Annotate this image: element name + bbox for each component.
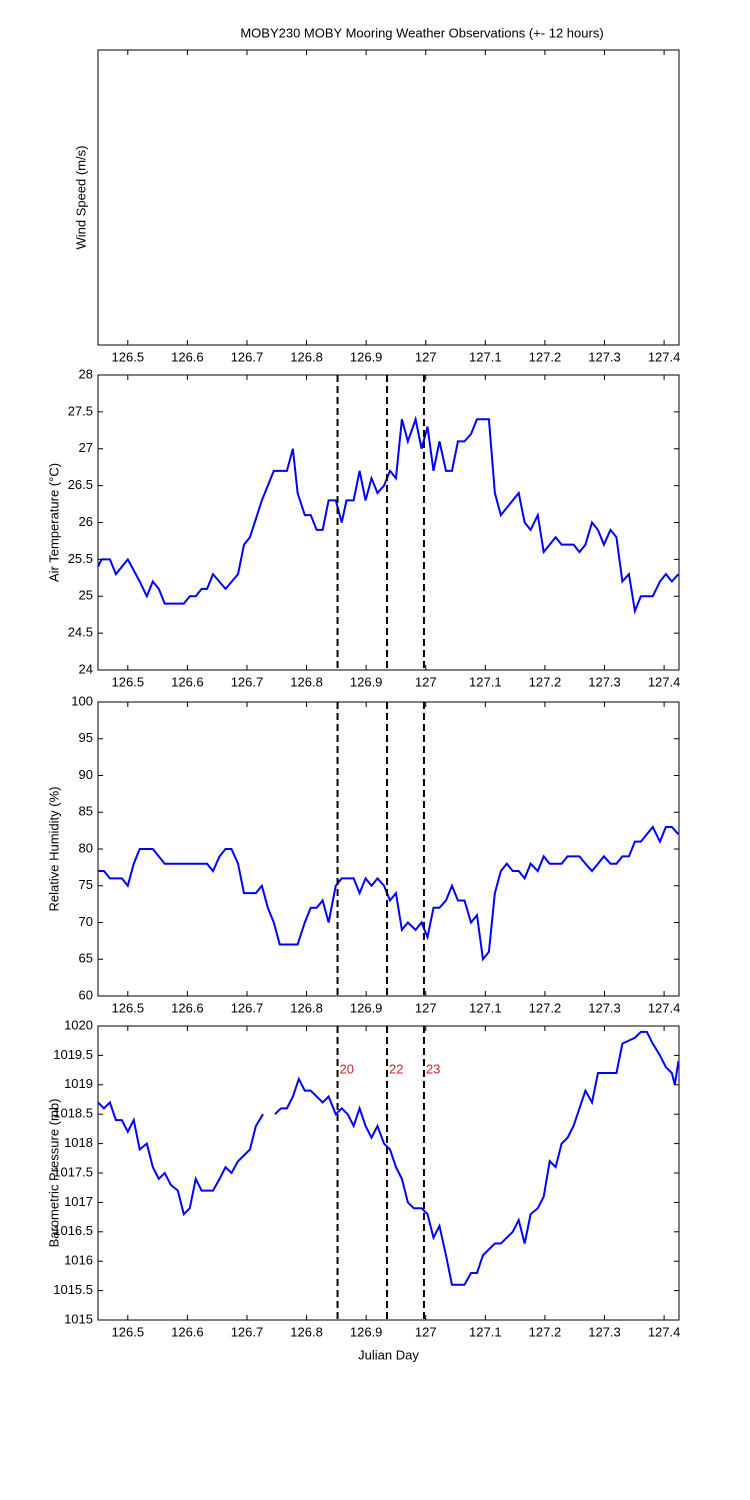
x-tick-label: 127 bbox=[415, 674, 437, 689]
x-tick-label: 126.8 bbox=[290, 674, 323, 689]
y-axis-label: Relative Humidity (%) bbox=[46, 787, 61, 912]
y-tick-label: 60 bbox=[79, 987, 93, 1002]
x-tick-label: 127.3 bbox=[588, 349, 621, 364]
data-line bbox=[98, 825, 680, 962]
x-tick-label: 127.1 bbox=[469, 1324, 502, 1339]
y-tick-label: 65 bbox=[79, 951, 93, 966]
y-tick-label: 1019 bbox=[64, 1076, 93, 1091]
x-tick-label: 127.2 bbox=[529, 349, 562, 364]
y-tick-label: 1018 bbox=[64, 1135, 93, 1150]
y-tick-label: 1016 bbox=[64, 1253, 93, 1268]
x-tick-label: 127.3 bbox=[588, 1000, 621, 1015]
y-tick-label: 1017.5 bbox=[53, 1164, 93, 1179]
y-tick-label: 28 bbox=[79, 366, 93, 381]
x-tick-label: 126.9 bbox=[350, 1000, 383, 1015]
y-tick-label: 1015 bbox=[64, 1311, 93, 1326]
x-tick-label: 127.4 bbox=[648, 1000, 681, 1015]
x-tick-label: 127 bbox=[415, 1000, 437, 1015]
y-tick-label: 27 bbox=[79, 440, 93, 455]
y-tick-label: 24.5 bbox=[68, 625, 93, 640]
x-tick-label: 126.6 bbox=[171, 349, 204, 364]
data-line bbox=[97, 415, 680, 615]
x-tick-label: 127.4 bbox=[648, 1324, 681, 1339]
plot-frame bbox=[97, 701, 680, 997]
y-tick-label: 26.5 bbox=[68, 477, 93, 492]
x-tick-label: 126.5 bbox=[112, 1000, 145, 1015]
x-tick-label: 127.1 bbox=[469, 349, 502, 364]
y-axis-label: Air Temperature (°C) bbox=[46, 463, 61, 582]
plot-frame bbox=[97, 374, 680, 671]
x-axis-label: Julian Day bbox=[358, 1347, 419, 1362]
subplot: MOBY230 MOBY Mooring Weather Observation… bbox=[73, 25, 680, 364]
plot-frame bbox=[97, 49, 680, 346]
x-tick-label: 126.9 bbox=[350, 674, 383, 689]
y-tick-label: 1018.5 bbox=[53, 1106, 93, 1121]
y-tick-label: 70 bbox=[79, 914, 93, 929]
x-tick-label: 126.7 bbox=[231, 674, 264, 689]
x-tick-label: 126.9 bbox=[350, 1324, 383, 1339]
x-tick-label: 127 bbox=[415, 349, 437, 364]
x-tick-label: 126.7 bbox=[231, 349, 264, 364]
event-label: 23 bbox=[426, 1061, 440, 1076]
y-tick-label: 1016.5 bbox=[53, 1223, 93, 1238]
x-tick-label: 127.3 bbox=[588, 1324, 621, 1339]
subplot: Barometric Pressure (mb) Julian Day 126.5 1… bbox=[46, 1017, 680, 1362]
x-tick-label: 127 bbox=[415, 1324, 437, 1339]
x-tick-label: 127.1 bbox=[469, 674, 502, 689]
subplot: Air Temperature (°C) 126.5 126.6 126.7 126.8… bbox=[46, 366, 680, 689]
y-tick-label: 80 bbox=[79, 840, 93, 855]
subplot: Relative Humidity (%) 126.5 126.6 126.7 126.… bbox=[46, 693, 680, 1015]
y-tick-label: 1017 bbox=[64, 1194, 93, 1209]
y-tick-label: 85 bbox=[79, 804, 93, 819]
y-tick-label: 24 bbox=[79, 661, 93, 676]
x-tick-label: 127.4 bbox=[648, 349, 681, 364]
data-line bbox=[97, 1030, 680, 1286]
event-label: 22 bbox=[389, 1061, 403, 1076]
y-tick-label: 100 bbox=[71, 693, 93, 708]
x-tick-label: 127.4 bbox=[648, 674, 681, 689]
chart-title: MOBY230 MOBY Mooring Weather Observation… bbox=[240, 25, 603, 40]
x-tick-label: 126.8 bbox=[290, 1324, 323, 1339]
y-axis-label: Barometric Pressure (mb) bbox=[46, 1099, 61, 1248]
x-tick-label: 126.6 bbox=[171, 674, 204, 689]
x-tick-label: 126.5 bbox=[112, 674, 145, 689]
x-tick-label: 127.3 bbox=[588, 674, 621, 689]
x-tick-label: 127.1 bbox=[469, 1000, 502, 1015]
x-tick-label: 126.8 bbox=[290, 1000, 323, 1015]
x-tick-label: 126.8 bbox=[290, 349, 323, 364]
y-tick-label: 25.5 bbox=[68, 551, 93, 566]
y-tick-label: 95 bbox=[79, 730, 93, 745]
y-tick-label: 1019.5 bbox=[53, 1047, 93, 1062]
y-tick-label: 27.5 bbox=[68, 403, 93, 418]
y-tick-label: 75 bbox=[79, 877, 93, 892]
x-tick-label: 126.7 bbox=[231, 1000, 264, 1015]
event-label: 20 bbox=[340, 1061, 354, 1076]
x-tick-label: 126.7 bbox=[231, 1324, 264, 1339]
x-tick-label: 127.2 bbox=[529, 1000, 562, 1015]
y-tick-label: 26 bbox=[79, 514, 93, 529]
x-tick-label: 127.2 bbox=[529, 1324, 562, 1339]
y-tick-label: 1015.5 bbox=[53, 1282, 93, 1297]
x-tick-label: 126.6 bbox=[171, 1000, 204, 1015]
x-tick-label: 126.5 bbox=[112, 349, 145, 364]
x-tick-label: 127.2 bbox=[529, 674, 562, 689]
plot-frame bbox=[97, 1025, 680, 1321]
y-tick-label: 1020 bbox=[64, 1017, 93, 1032]
y-tick-label: 25 bbox=[79, 588, 93, 603]
y-axis-label: Wind Speed (m/s) bbox=[73, 145, 88, 249]
x-tick-label: 126.9 bbox=[350, 349, 383, 364]
y-tick-label: 90 bbox=[79, 767, 93, 782]
x-tick-label: 126.5 bbox=[112, 1324, 145, 1339]
x-tick-label: 126.6 bbox=[171, 1324, 204, 1339]
